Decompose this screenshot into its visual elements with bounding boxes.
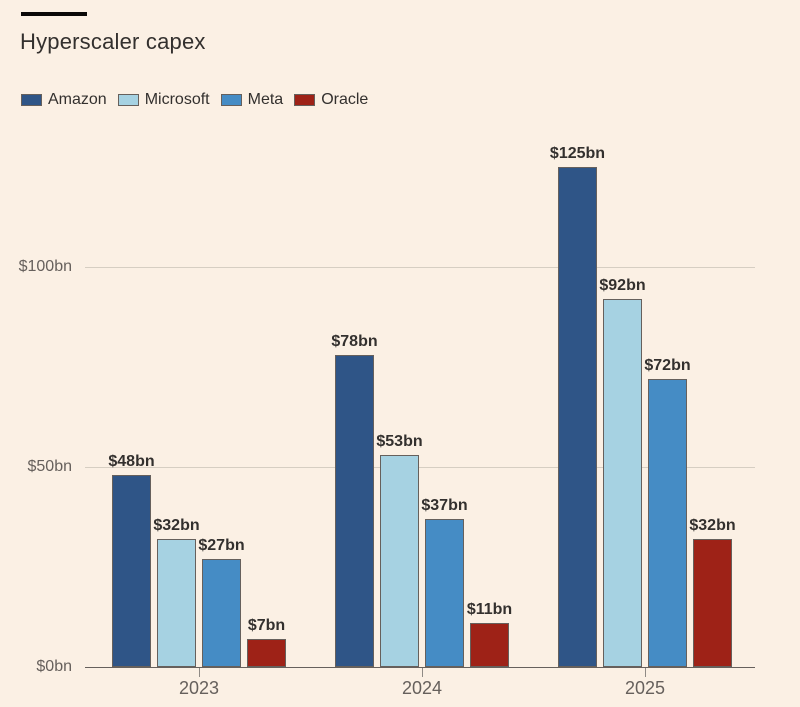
bar-oracle-2023 <box>247 639 286 667</box>
legend-label-meta: Meta <box>247 91 284 108</box>
legend-item-amazon: Amazon <box>21 91 107 109</box>
x-axis-tick-2024 <box>422 668 423 677</box>
x-axis-tick-2025 <box>645 668 646 677</box>
bar-microsoft-2023 <box>157 539 196 667</box>
value-label-meta-2025: $72bn <box>644 357 691 374</box>
y-axis-label-0bn: $0bn <box>36 658 72 675</box>
bar-meta-2025 <box>648 379 687 667</box>
y-axis-label-100bn: $100bn <box>18 258 72 275</box>
x-axis-line <box>85 667 755 668</box>
legend-swatch-oracle <box>294 94 316 106</box>
value-label-amazon-2025: $125bn <box>549 145 606 162</box>
chart-title: Hyperscaler capex <box>20 29 206 54</box>
legend-swatch-amazon <box>21 94 42 106</box>
bar-microsoft-2025 <box>603 299 642 667</box>
bar-oracle-2024 <box>470 623 509 667</box>
legend-swatch-microsoft <box>117 94 139 106</box>
x-axis-label-2024: 2024 <box>401 678 443 698</box>
bar-meta-2024 <box>425 519 464 667</box>
value-label-microsoft-2024: $53bn <box>376 433 423 450</box>
x-axis-label-2025: 2025 <box>624 678 666 698</box>
legend: Amazon Microsoft Meta Oracle <box>21 91 368 109</box>
top-rule <box>21 12 87 16</box>
legend-label-amazon: Amazon <box>48 91 107 108</box>
gridline-50bn <box>85 467 755 468</box>
gridline-100bn <box>85 267 755 268</box>
bar-amazon-2025 <box>558 167 597 667</box>
legend-item-meta: Meta <box>220 91 284 109</box>
value-label-oracle-2023: $7bn <box>247 617 286 634</box>
legend-item-microsoft: Microsoft <box>117 91 210 109</box>
legend-item-oracle: Oracle <box>294 91 368 109</box>
x-axis-label-2023: 2023 <box>178 678 220 698</box>
value-label-microsoft-2023: $32bn <box>153 517 200 534</box>
value-label-meta-2023: $27bn <box>198 537 245 554</box>
legend-label-oracle: Oracle <box>321 91 369 108</box>
value-label-oracle-2025: $32bn <box>689 517 736 534</box>
value-label-meta-2024: $37bn <box>421 497 468 514</box>
value-label-oracle-2024: $11bn <box>466 601 513 618</box>
value-label-amazon-2024: $78bn <box>331 333 378 350</box>
bar-amazon-2023 <box>112 475 151 667</box>
y-axis-label-50bn: $50bn <box>27 458 73 475</box>
bar-oracle-2025 <box>693 539 732 667</box>
x-axis-tick-2023 <box>199 668 200 677</box>
legend-label-microsoft: Microsoft <box>144 91 210 108</box>
value-label-microsoft-2025: $92bn <box>599 277 646 294</box>
bar-amazon-2024 <box>335 355 374 667</box>
bar-microsoft-2024 <box>380 455 419 667</box>
value-label-amazon-2023: $48bn <box>108 453 155 470</box>
legend-swatch-meta <box>220 94 242 106</box>
bar-meta-2023 <box>202 559 241 667</box>
